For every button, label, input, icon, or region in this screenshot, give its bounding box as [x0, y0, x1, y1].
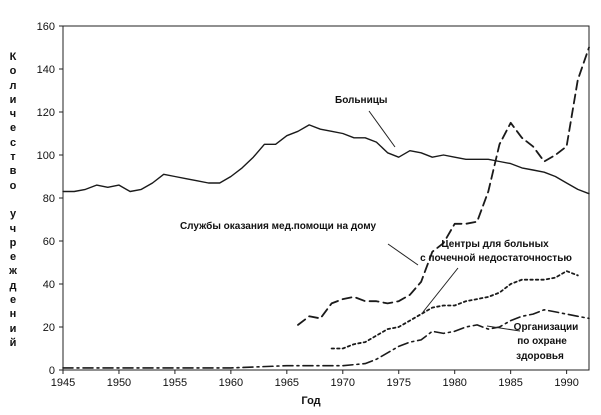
x-tick-label: 1965: [275, 377, 299, 389]
y-tick-label: 140: [37, 64, 55, 76]
x-tick-label: 1955: [163, 377, 187, 389]
y-tick-label: 160: [37, 21, 55, 33]
x-tick-label: 1985: [498, 377, 522, 389]
annotation-label: здоровья: [516, 351, 564, 362]
series-line-2: [297, 46, 590, 326]
series-line-1: [62, 124, 590, 195]
x-tick-label: 1980: [442, 377, 466, 389]
annotation-leader: [486, 325, 521, 332]
y-axis-label-char: и: [9, 322, 17, 335]
x-axis-label: Год: [301, 395, 320, 407]
y-tick-label: 100: [37, 150, 55, 162]
y-axis-label-char: н: [9, 308, 17, 321]
annotation-leader: [387, 243, 419, 266]
y-axis-label-char: ж: [9, 265, 17, 278]
y-tick-label: 60: [43, 236, 55, 248]
x-tick-label: 1945: [51, 377, 75, 389]
x-tick-label: 1970: [331, 377, 355, 389]
y-axis-label-char: т: [10, 151, 16, 164]
y-tick-label: 0: [49, 365, 55, 377]
y-axis-label-char: у: [9, 208, 17, 221]
y-axis-label-char: р: [9, 236, 17, 249]
plot-frame: [62, 25, 590, 371]
series-line-4: [62, 309, 590, 369]
y-axis-label-char: е: [9, 294, 17, 307]
x-tick-label: 1990: [554, 377, 578, 389]
annotation-label: Службы оказания мед.помощи на дому: [180, 220, 377, 232]
y-tick-label: 120: [37, 107, 55, 119]
y-axis-label-char: о: [9, 65, 17, 78]
x-tick-label: 1975: [387, 377, 411, 389]
y-axis-label-char: ч: [9, 108, 17, 121]
y-axis-label-char: е: [9, 251, 17, 264]
annotation-leader: [368, 110, 396, 148]
annotation-label: Организации: [514, 322, 579, 333]
y-axis-label-char: й: [9, 336, 17, 349]
y-axis-label-char: е: [9, 122, 17, 135]
y-tick-label: 80: [43, 193, 55, 205]
annotation-leader: [422, 267, 459, 313]
y-axis-label-char: и: [9, 93, 17, 106]
y-tick-label: 20: [43, 322, 55, 334]
y-axis-label-char: л: [9, 79, 17, 92]
x-tick-label: 1960: [219, 377, 243, 389]
y-axis-label-char: К: [9, 51, 17, 63]
y-axis-label-char: [4, 193, 22, 207]
y-axis-label-char: о: [9, 179, 17, 192]
series-line-3: [330, 270, 579, 350]
y-axis-label-char: с: [9, 136, 17, 149]
y-axis-label-char: ч: [9, 222, 17, 235]
y-axis-label-char: в: [9, 165, 17, 178]
y-tick-label: 40: [43, 279, 55, 291]
annotation-label: с почечной недостаточностью: [420, 253, 572, 264]
x-tick-label: 1950: [107, 377, 131, 389]
annotation-label: по охране: [517, 336, 567, 347]
y-axis-label-char: д: [9, 279, 17, 292]
annotation-label: Центры для больных: [441, 238, 549, 250]
annotation-label: Больницы: [335, 95, 387, 106]
